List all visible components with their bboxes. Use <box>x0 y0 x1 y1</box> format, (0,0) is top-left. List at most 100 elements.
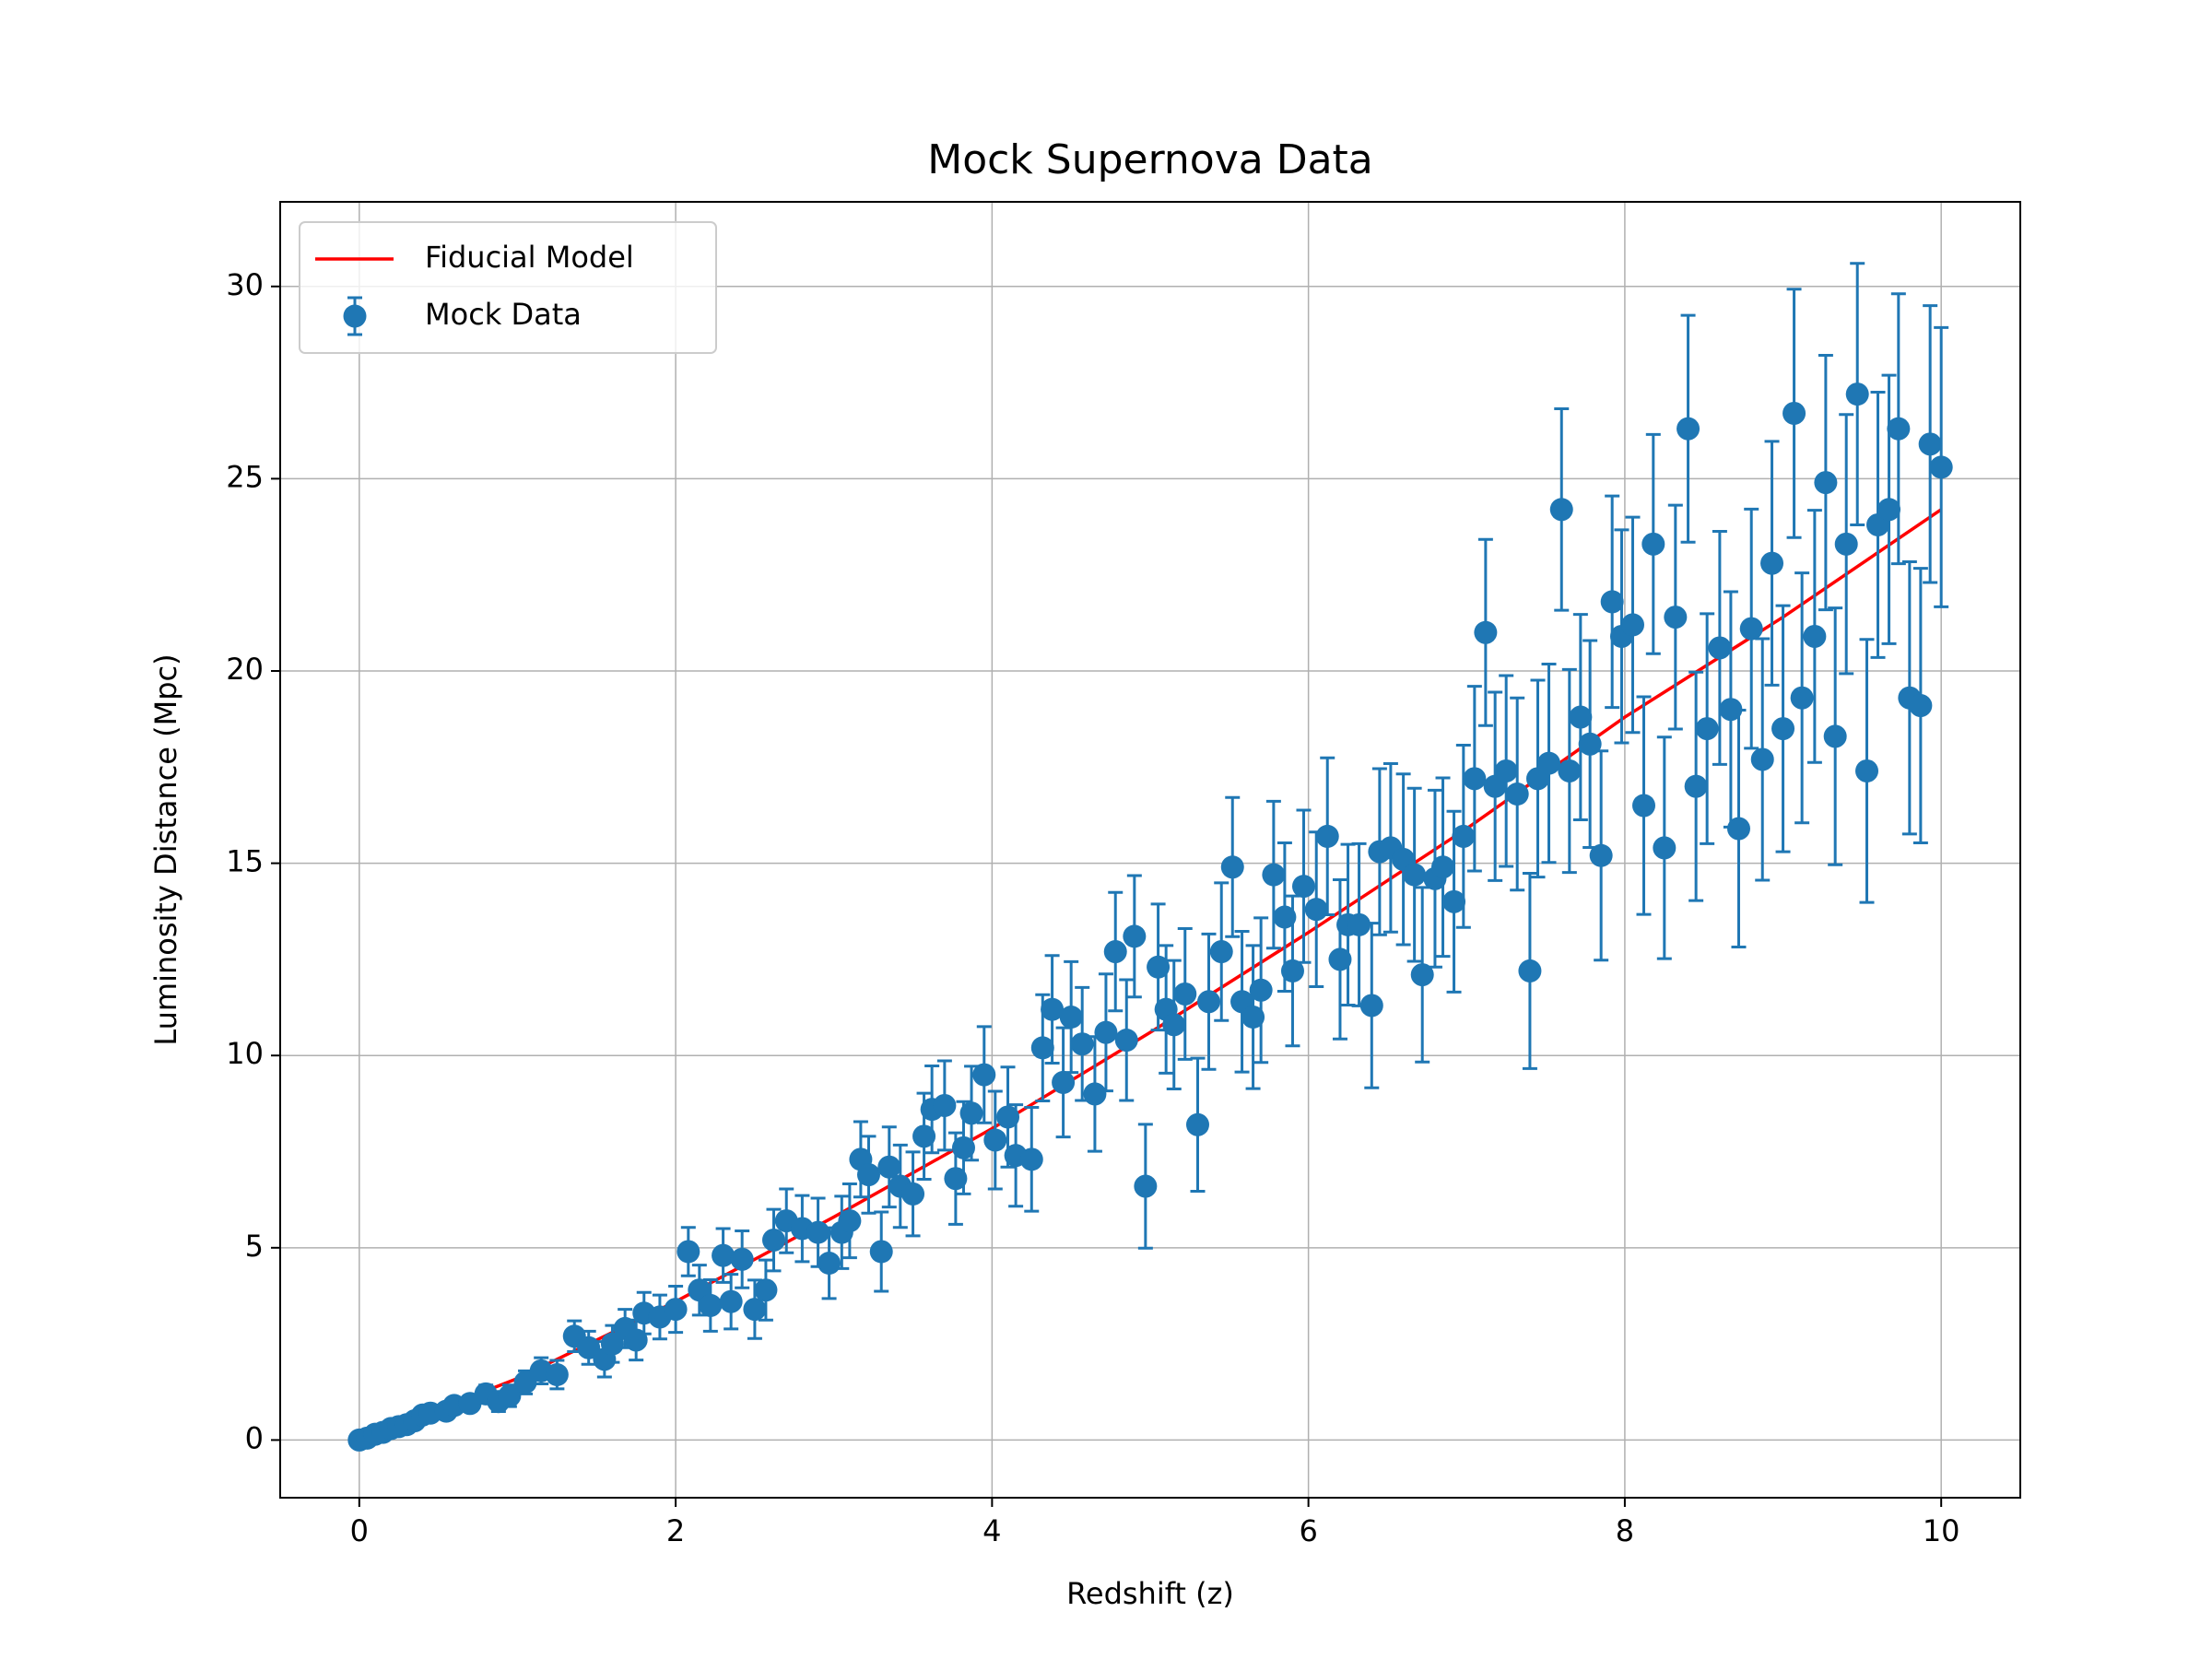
data-point <box>1114 1029 1138 1053</box>
data-point <box>1474 620 1498 644</box>
data-point <box>1328 947 1352 971</box>
data-point <box>838 1209 862 1233</box>
data-point <box>1620 613 1644 637</box>
data-point <box>1695 717 1719 741</box>
data-point <box>912 1124 936 1148</box>
x-tick-label: 10 <box>1923 1513 1960 1548</box>
x-tick-label: 4 <box>982 1513 1001 1548</box>
data-point <box>1094 1020 1118 1044</box>
data-point <box>513 1371 537 1394</box>
data-point <box>1632 794 1656 818</box>
data-point <box>1823 724 1847 748</box>
data-point <box>877 1155 901 1179</box>
data-point <box>856 1163 880 1187</box>
data-point <box>1760 551 1784 575</box>
data-point <box>933 1093 957 1117</box>
data-point <box>1030 1036 1054 1060</box>
data-point <box>1070 1032 1094 1056</box>
data-point <box>754 1278 778 1302</box>
y-tick-label: 10 <box>226 1036 264 1071</box>
axes-frame <box>279 201 2021 1499</box>
legend-label: Mock Data <box>425 297 582 332</box>
data-point <box>1549 498 1573 522</box>
data-point <box>1877 498 1901 522</box>
legend-box <box>299 221 717 354</box>
data-point <box>1750 747 1774 771</box>
data-point <box>664 1298 688 1322</box>
data-point <box>1359 994 1383 1018</box>
data-point <box>1262 863 1286 887</box>
data-point <box>577 1335 601 1359</box>
data-point <box>1041 997 1065 1021</box>
data-point <box>1834 532 1858 556</box>
data-point <box>1463 767 1487 791</box>
data-point <box>1518 959 1542 982</box>
data-point <box>1162 1013 1186 1037</box>
data-point <box>762 1228 786 1252</box>
data-point <box>1558 759 1582 782</box>
data-point <box>1052 1070 1076 1094</box>
data-point <box>1803 624 1827 648</box>
y-tick-label: 30 <box>226 267 264 302</box>
data-point <box>1249 978 1273 1002</box>
data-point <box>545 1362 569 1386</box>
data-point <box>1452 824 1476 848</box>
data-point <box>901 1182 925 1206</box>
data-point <box>996 1105 1020 1129</box>
data-point <box>699 1293 723 1317</box>
data-point <box>1726 817 1750 841</box>
data-point <box>1273 905 1297 929</box>
data-point <box>498 1383 522 1407</box>
data-point <box>1173 982 1197 1006</box>
data-point <box>730 1247 754 1271</box>
data-point <box>1855 759 1879 782</box>
y-tick-label: 5 <box>245 1229 264 1264</box>
data-point <box>1739 617 1763 641</box>
data-point <box>1569 705 1593 729</box>
data-point <box>624 1328 648 1352</box>
data-point <box>1197 990 1221 1014</box>
data-point <box>719 1289 743 1313</box>
y-tick-label: 25 <box>226 459 264 494</box>
data-point <box>1431 855 1455 879</box>
data-point <box>1684 774 1708 798</box>
data-point <box>1664 606 1688 629</box>
data-point <box>1280 959 1304 982</box>
data-point <box>1589 843 1613 867</box>
data-point <box>1845 382 1869 406</box>
data-point <box>972 1063 996 1087</box>
data-point <box>1134 1174 1158 1198</box>
x-tick-label: 6 <box>1299 1513 1317 1548</box>
y-tick-label: 15 <box>226 844 264 879</box>
data-point <box>1918 432 1942 456</box>
x-tick-label: 8 <box>1616 1513 1634 1548</box>
data-point <box>1653 836 1677 860</box>
data-point <box>1719 698 1743 722</box>
data-point <box>677 1240 700 1264</box>
plot-area <box>280 202 2020 1498</box>
y-tick-label: 20 <box>226 652 264 687</box>
y-tick-label: 0 <box>245 1420 264 1455</box>
data-point <box>1929 455 1953 479</box>
y-axis-label: Luminosity Distance (Mpc) <box>148 653 183 1045</box>
data-point <box>806 1220 830 1244</box>
data-point <box>1909 694 1933 718</box>
data-point <box>743 1298 767 1322</box>
data-point <box>1185 1112 1209 1136</box>
data-point <box>818 1252 841 1276</box>
data-point <box>1103 940 1127 964</box>
data-point <box>1814 471 1838 495</box>
data-point <box>1790 686 1814 710</box>
data-point <box>1410 963 1434 987</box>
data-point <box>869 1240 893 1264</box>
data-point <box>1494 759 1518 782</box>
data-point <box>1059 1005 1083 1029</box>
legend: Fiducial Model Mock Data <box>299 221 717 354</box>
x-axis-label: Redshift (z) <box>1066 1576 1234 1611</box>
data-point <box>1771 717 1795 741</box>
legend-marker <box>343 304 367 328</box>
data-point <box>712 1243 735 1267</box>
data-point <box>1578 732 1602 756</box>
